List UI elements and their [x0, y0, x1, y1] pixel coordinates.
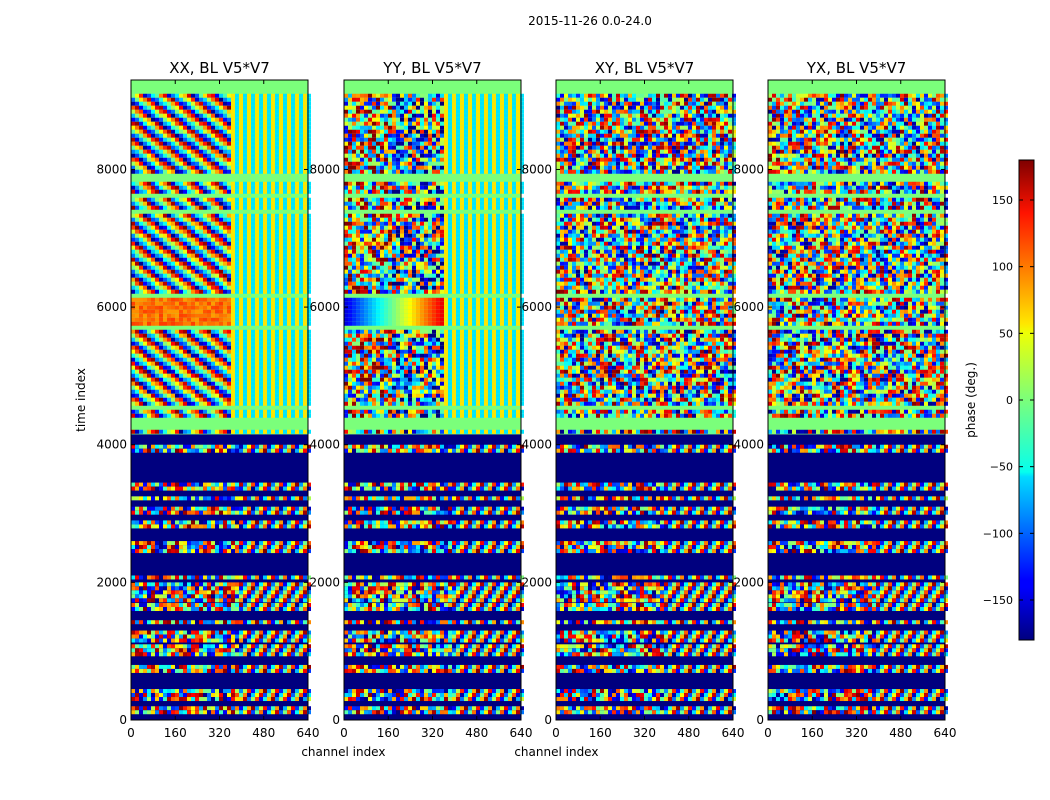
panel-3: XY, BL V5*V7 0 160 320 480 640 0 2000 4000 6000 80…: [521, 59, 744, 740]
x-tick-label: 320: [845, 726, 868, 740]
x-axis-label: channel index: [514, 745, 598, 759]
x-tick-label: 0: [764, 726, 772, 740]
y-tick-label: 0: [756, 713, 764, 727]
y-tick-label: 8000: [309, 162, 340, 176]
panel-title: YY, BL V5*V7: [382, 59, 481, 77]
x-tick-label: 640: [722, 726, 745, 740]
x-tick-label: 640: [934, 726, 957, 740]
y-tick-label: 2000: [521, 575, 552, 589]
colorbar-tick-label: 100: [992, 261, 1013, 274]
colorbar-tick-label: −50: [990, 461, 1013, 474]
colorbar-tick-label: 0: [1006, 394, 1013, 407]
y-tick-label: 6000: [521, 300, 552, 314]
x-tick-label: 160: [801, 726, 824, 740]
y-tick-label: 8000: [733, 162, 764, 176]
y-tick-label: 8000: [521, 162, 552, 176]
x-tick-label: 640: [297, 726, 320, 740]
x-tick-label: 0: [340, 726, 348, 740]
y-tick-label: 6000: [309, 300, 340, 314]
x-tick-label: 160: [589, 726, 612, 740]
x-tick-label: 480: [889, 726, 912, 740]
y-tick-label: 6000: [733, 300, 764, 314]
panel-title: XX, BL V5*V7: [169, 59, 270, 77]
y-tick-label: 4000: [96, 438, 127, 452]
x-axis-label: channel index: [301, 745, 385, 759]
colorbar-tick-label: −150: [983, 594, 1013, 607]
x-tick-label: 0: [127, 726, 135, 740]
y-tick-label: 0: [544, 713, 552, 727]
x-tick-label: 160: [377, 726, 400, 740]
y-tick-label: 0: [332, 713, 340, 727]
colorbar-tick-label: 150: [992, 194, 1013, 207]
y-tick-label: 0: [119, 713, 127, 727]
y-tick-label: 4000: [521, 438, 552, 452]
y-tick-label: 4000: [309, 438, 340, 452]
heatmap: [556, 80, 736, 720]
panel-title: XY, BL V5*V7: [595, 59, 695, 77]
y-axis-label: time index: [74, 368, 88, 432]
x-tick-label: 480: [252, 726, 275, 740]
colorbar-tick-label: −100: [983, 527, 1013, 540]
y-tick-label: 2000: [733, 575, 764, 589]
x-tick-label: 480: [677, 726, 700, 740]
figure-title: 2015-11-26 0.0-24.0: [528, 14, 652, 28]
x-tick-label: 160: [164, 726, 187, 740]
heatmap: [131, 80, 311, 720]
y-tick-label: 6000: [96, 300, 127, 314]
x-tick-label: 640: [510, 726, 533, 740]
heatmap: [768, 80, 948, 720]
panel-4: YX, BL V5*V7 0 160 320 480 640 0 2000 4000 6000 80…: [733, 59, 956, 740]
x-tick-label: 480: [465, 726, 488, 740]
panel-2: YY, BL V5*V7 0 160 320 480 640 0 2000 4000 6000 80…: [309, 59, 598, 759]
panel-title: YX, BL V5*V7: [806, 59, 907, 77]
y-tick-label: 2000: [309, 575, 340, 589]
panel-1: XX, BL V5*V7 0 160 320 480 640 0 2000 4000 6000 80…: [74, 59, 385, 759]
y-tick-label: 8000: [96, 162, 127, 176]
x-tick-label: 320: [421, 726, 444, 740]
y-tick-label: 4000: [733, 438, 764, 452]
x-tick-label: 0: [552, 726, 560, 740]
y-tick-label: 2000: [96, 575, 127, 589]
colorbar-label: phase (deg.): [964, 362, 978, 438]
colorbar-tick-label: 50: [999, 327, 1013, 340]
heatmap: [344, 80, 524, 720]
x-tick-label: 320: [633, 726, 656, 740]
x-tick-label: 320: [208, 726, 231, 740]
